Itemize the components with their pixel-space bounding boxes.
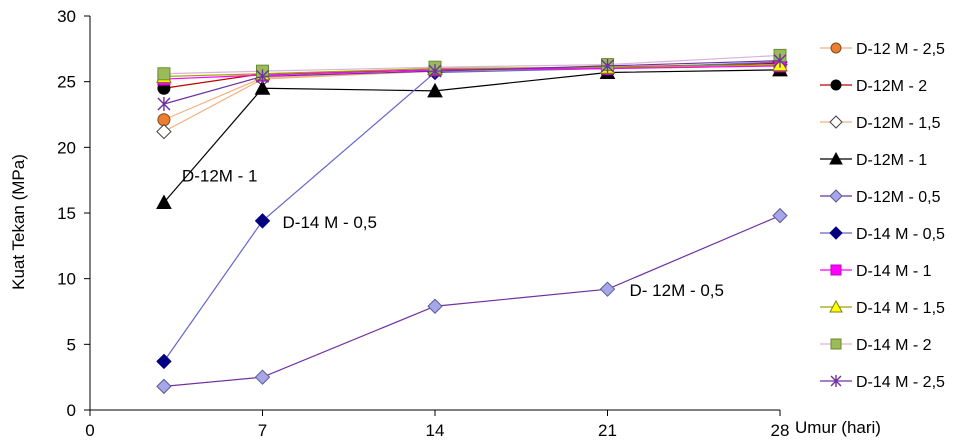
x-tick-label: 14: [426, 421, 445, 440]
data-point: [773, 53, 787, 68]
legend-marker: [830, 264, 842, 276]
legend-label: D-14 M - 1: [856, 263, 932, 280]
series-group: [157, 53, 787, 111]
data-point: [428, 64, 442, 79]
data-point: [156, 378, 172, 395]
legend: D-12 M - 2,5 D-12M - 2 D-12M - 1,5 D-12M - …: [820, 41, 945, 391]
x-tick-label: 0: [85, 421, 94, 440]
data-point: [254, 369, 271, 385]
series-line: [163, 215, 781, 387]
legend-item: D-14 M - 1: [820, 263, 932, 280]
y-tick-label: 5: [67, 335, 76, 354]
legend-item: D-12M - 1,5: [820, 115, 941, 132]
legend-marker: [830, 375, 842, 387]
annotation-label: D-12M - 1: [182, 166, 258, 185]
data-point: [157, 96, 171, 111]
legend-label: D-14 M - 2: [856, 337, 932, 354]
y-axis-label: Kuat Tekan (MPa): [9, 154, 28, 290]
annotation-label: D- 12M - 0,5: [630, 281, 724, 300]
y-tick-label: 20: [57, 138, 76, 157]
legend-item: D-12M - 1: [820, 151, 927, 169]
series-group: [156, 54, 788, 370]
legend-marker: [830, 338, 842, 350]
x-tick-label: 7: [258, 421, 267, 440]
x-tick-label: 28: [771, 421, 790, 440]
annotations: D-12M - 1 D-14 M - 0,5 D- 12M - 0,5: [182, 166, 724, 300]
axes: 0 5 10 15 20 25 30 0 7 14 21 28: [57, 7, 789, 440]
legend-marker: [829, 299, 843, 313]
y-tick-label: 0: [67, 401, 76, 420]
x-axis-label: Umur (hari): [795, 418, 881, 437]
data-point: [157, 67, 171, 81]
data-point: [156, 123, 172, 140]
legend-marker: [829, 189, 843, 203]
data-point: [601, 58, 614, 73]
legend-marker: [830, 42, 842, 54]
series-line: [163, 61, 781, 362]
legend-label: D-12M - 2: [856, 78, 927, 95]
data-point: [599, 281, 616, 297]
data-point: [256, 69, 269, 84]
legend-item: D-12M - 2: [820, 78, 927, 95]
legend-item: D-14 M - 2: [820, 337, 932, 354]
legend-item: D-14 M - 1,5: [820, 299, 945, 317]
legend-marker: [830, 79, 842, 91]
legend-item: D-14 M - 0,5: [820, 226, 945, 243]
legend-marker: [829, 115, 843, 129]
y-tick-label: 25: [57, 73, 76, 92]
y-tick-label: 15: [57, 204, 76, 223]
legend-label: D-12M - 0,5: [856, 189, 941, 206]
data-point: [772, 207, 788, 224]
legend-item: D-12 M - 2,5: [820, 41, 945, 58]
x-tick-label: 21: [598, 421, 617, 440]
data-point: [254, 80, 271, 95]
data-point: [156, 353, 172, 370]
y-tick-label: 30: [57, 7, 76, 26]
legend-item: D-14 M - 2,5: [820, 374, 945, 391]
data-point: [427, 82, 443, 98]
legend-item: D-12M - 0,5: [820, 189, 941, 206]
data-point: [254, 213, 271, 229]
data-point: [427, 298, 443, 314]
legend-label: D-12 M - 2,5: [856, 41, 945, 58]
legend-label: D-12M - 1: [856, 152, 927, 169]
data-point: [156, 194, 172, 209]
legend-label: D-14 M - 0,5: [856, 226, 945, 243]
legend-label: D-14 M - 2,5: [856, 374, 945, 391]
legend-marker: [829, 151, 843, 165]
y-tick-label: 10: [57, 270, 76, 289]
annotation-label: D-14 M - 0,5: [283, 213, 377, 232]
legend-marker: [829, 226, 843, 240]
legend-label: D-12M - 1,5: [856, 115, 941, 132]
series-group: [156, 207, 788, 395]
series-lines: [156, 48, 788, 395]
legend-label: D-14 M - 1,5: [856, 300, 945, 317]
